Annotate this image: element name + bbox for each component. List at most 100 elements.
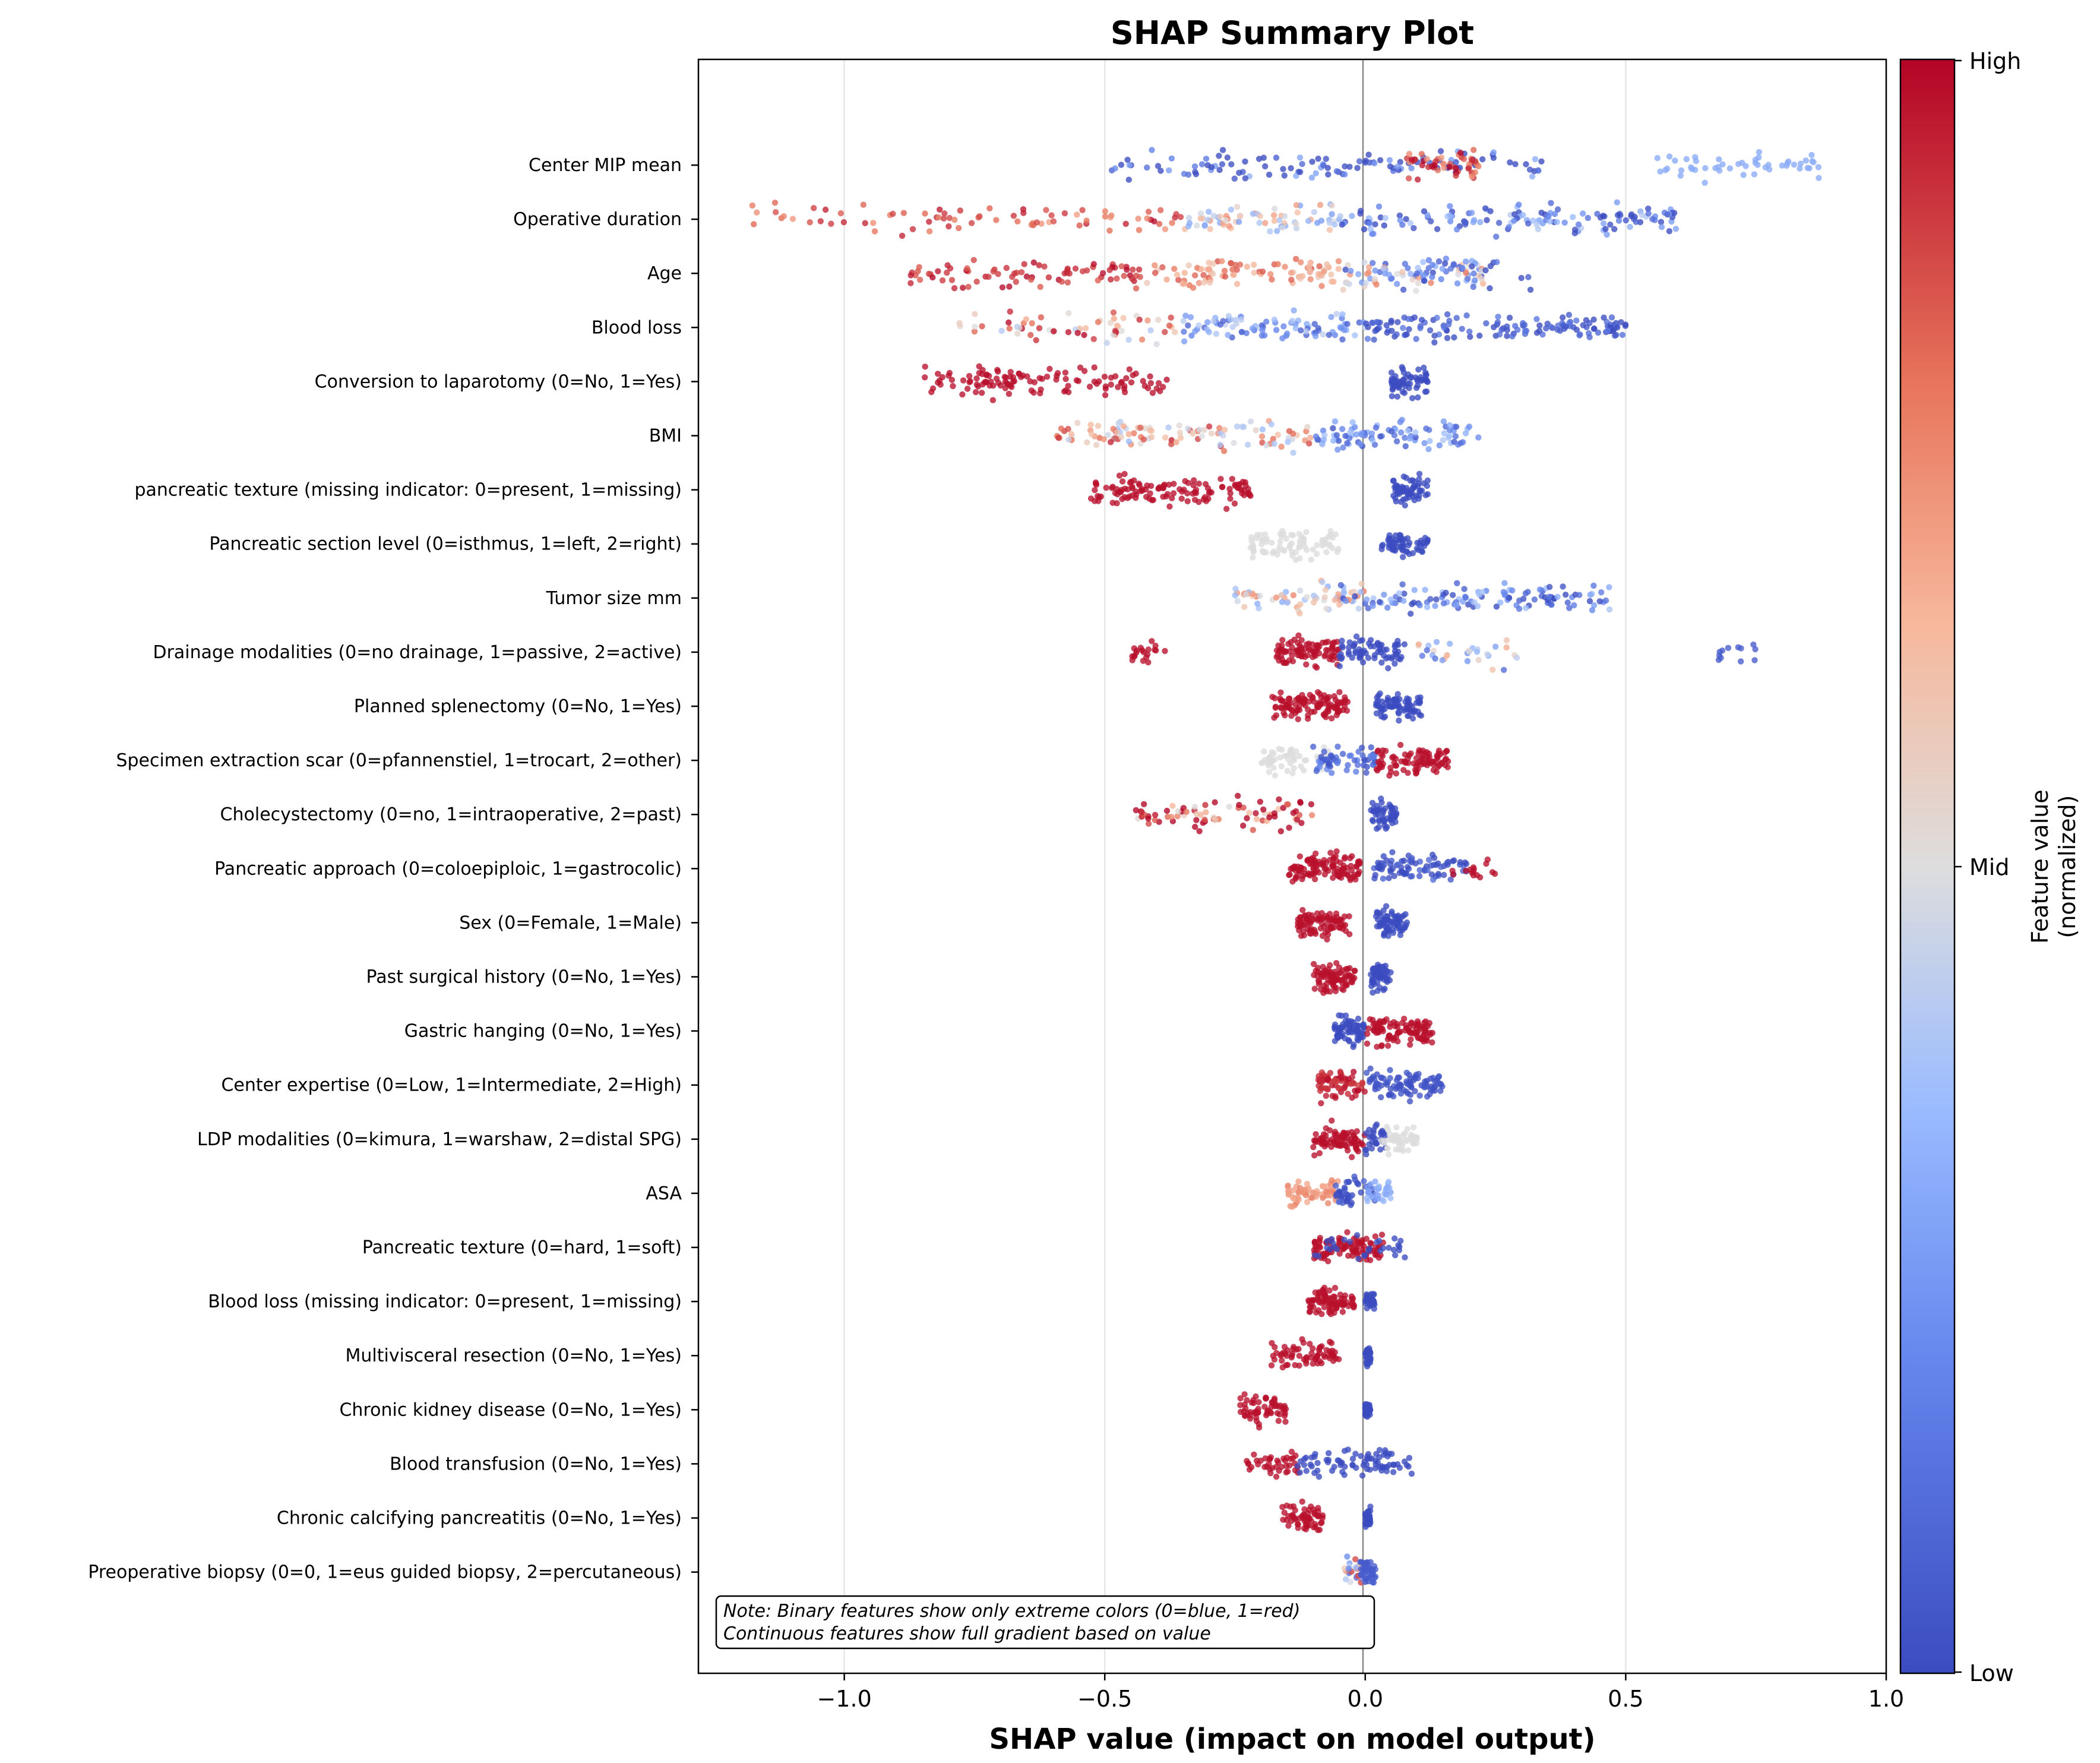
shap-point bbox=[1391, 873, 1397, 880]
shap-point bbox=[1257, 593, 1263, 599]
shap-point bbox=[1341, 1236, 1348, 1243]
shap-point bbox=[1611, 226, 1618, 232]
shap-point bbox=[1341, 1296, 1348, 1302]
shap-point bbox=[1349, 977, 1356, 983]
shap-point bbox=[1138, 808, 1145, 816]
shap-point bbox=[1081, 368, 1088, 374]
shap-point bbox=[1295, 632, 1302, 639]
shap-point bbox=[1413, 384, 1420, 391]
shap-point bbox=[1163, 377, 1170, 383]
shap-point bbox=[1406, 1098, 1413, 1105]
shap-point bbox=[1357, 653, 1364, 660]
shap-point bbox=[1263, 1394, 1269, 1401]
shap-point bbox=[1516, 605, 1523, 612]
shap-point bbox=[1495, 220, 1503, 226]
shap-point bbox=[1424, 647, 1430, 653]
shap-point bbox=[1372, 424, 1380, 431]
shap-point bbox=[1428, 218, 1434, 225]
shap-point bbox=[1406, 435, 1413, 442]
shap-point bbox=[1273, 1402, 1279, 1410]
shap-point bbox=[1453, 172, 1459, 179]
shap-point bbox=[1217, 441, 1223, 448]
shap-point bbox=[1321, 1304, 1328, 1310]
shap-point bbox=[1289, 878, 1296, 885]
shap-point bbox=[1372, 221, 1378, 228]
shap-point bbox=[1338, 699, 1345, 706]
shap-point bbox=[1327, 1338, 1333, 1345]
shap-point bbox=[1416, 712, 1423, 718]
shap-point bbox=[1473, 872, 1480, 879]
shap-point bbox=[1623, 217, 1629, 224]
shap-point bbox=[1413, 336, 1419, 342]
shap-point bbox=[1028, 387, 1035, 394]
shap-point bbox=[1307, 434, 1314, 441]
shap-point bbox=[1343, 1576, 1349, 1582]
shap-point bbox=[1495, 314, 1501, 320]
shap-point bbox=[1403, 216, 1409, 222]
shap-point bbox=[1364, 763, 1370, 770]
shap-point bbox=[1007, 369, 1014, 375]
shap-point bbox=[1457, 859, 1463, 865]
shap-point bbox=[1602, 226, 1609, 232]
shap-point bbox=[1463, 867, 1469, 874]
shap-point bbox=[1136, 481, 1142, 487]
shap-point bbox=[960, 285, 966, 291]
colorbar-gradient bbox=[1899, 58, 1956, 1674]
shap-point bbox=[1114, 323, 1121, 329]
shap-point bbox=[1299, 533, 1305, 541]
shap-point bbox=[1377, 214, 1384, 221]
shap-point bbox=[1368, 637, 1374, 643]
shap-point bbox=[972, 324, 978, 330]
shap-point bbox=[1375, 1020, 1381, 1027]
shap-point bbox=[1509, 587, 1516, 594]
shap-point bbox=[1262, 163, 1269, 170]
shap-point bbox=[1400, 598, 1407, 604]
shap-point bbox=[1589, 606, 1596, 614]
shap-point bbox=[1339, 925, 1346, 932]
shap-point bbox=[1006, 283, 1013, 290]
shap-point bbox=[1098, 493, 1105, 500]
shap-point bbox=[1421, 760, 1428, 767]
shap-point bbox=[1329, 715, 1335, 722]
shap-point bbox=[1090, 261, 1098, 267]
shap-point bbox=[1237, 213, 1244, 219]
shap-point bbox=[1298, 637, 1305, 644]
shap-point bbox=[1405, 770, 1411, 776]
shap-point bbox=[1177, 214, 1184, 220]
shap-point bbox=[1345, 649, 1352, 656]
shap-point bbox=[1362, 1521, 1369, 1527]
x-tick-label: 0.5 bbox=[1608, 1686, 1643, 1712]
shap-point bbox=[1715, 163, 1722, 170]
shap-point bbox=[1348, 752, 1354, 759]
shap-point bbox=[1387, 536, 1393, 543]
shap-point bbox=[1359, 659, 1367, 666]
shap-point bbox=[1219, 161, 1226, 168]
shap-point bbox=[1422, 535, 1428, 541]
shap-point bbox=[1147, 490, 1153, 497]
shap-point bbox=[1181, 270, 1188, 276]
shap-point bbox=[1329, 1177, 1335, 1184]
shap-point bbox=[1266, 171, 1273, 178]
shap-point bbox=[1065, 310, 1072, 317]
shap-point bbox=[1320, 437, 1327, 443]
shap-point bbox=[1400, 325, 1406, 331]
shap-point bbox=[1343, 598, 1349, 604]
shap-point bbox=[1361, 1088, 1368, 1095]
shap-point bbox=[1401, 641, 1408, 647]
shap-point bbox=[1348, 267, 1354, 274]
shap-point bbox=[1276, 1411, 1283, 1418]
shap-point bbox=[1314, 689, 1321, 696]
shap-point bbox=[1380, 809, 1387, 816]
shap-point bbox=[1739, 159, 1745, 166]
shap-point bbox=[1418, 377, 1424, 383]
shap-point bbox=[1370, 230, 1377, 237]
shap-point bbox=[1397, 1090, 1405, 1097]
shap-point bbox=[1289, 532, 1296, 539]
shap-point bbox=[1369, 1567, 1376, 1574]
shap-point bbox=[1356, 1240, 1363, 1247]
shap-point bbox=[1402, 443, 1409, 450]
shap-point bbox=[1716, 649, 1723, 655]
shap-point bbox=[1362, 159, 1369, 166]
feature-label: Multivisceral resection (0=No, 1=Yes) bbox=[346, 1345, 682, 1366]
shap-point bbox=[1131, 477, 1137, 484]
